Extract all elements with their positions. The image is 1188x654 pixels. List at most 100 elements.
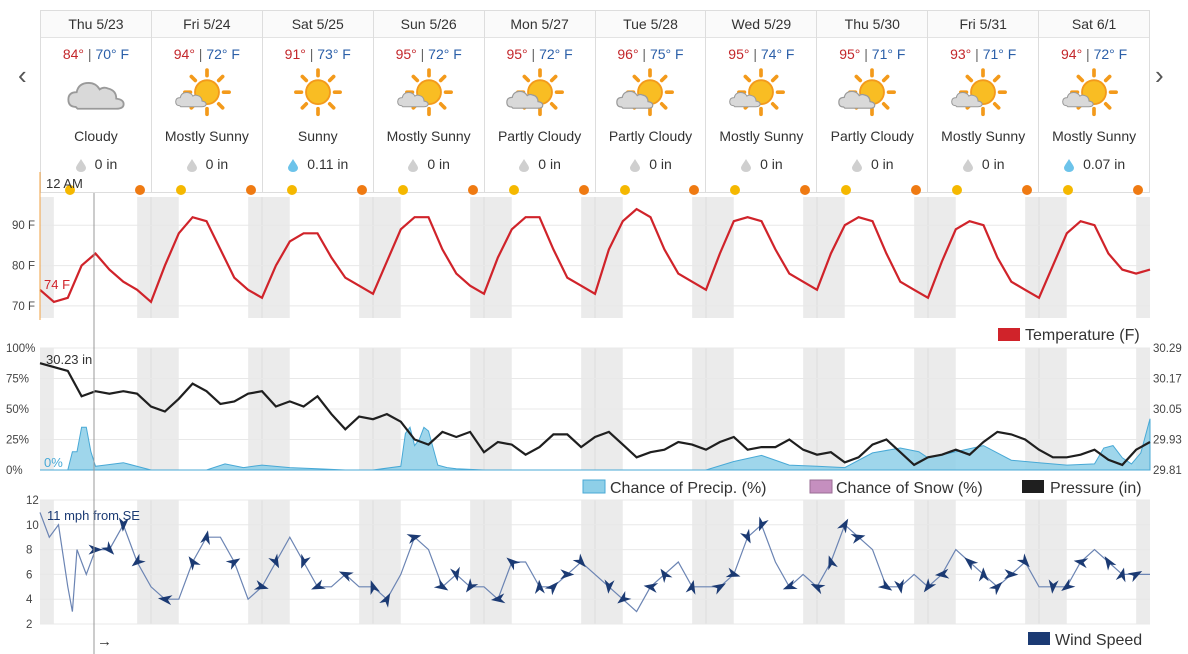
day-tile[interactable]: Sat 5/25 91° | 73° F Sunny 0.11 in [261,10,373,195]
mostly-sunny-icon [175,68,231,117]
day-label: Sun 5/26 [373,11,484,38]
wind-direction-arrow [782,579,798,590]
temp-separator: | [1082,46,1094,62]
high-temp: 94° [173,46,195,62]
sun-moon-markers [1039,184,1149,195]
precip-readout: 0% [44,455,63,470]
sunset-icon [800,185,811,195]
sunset-icon [911,185,922,195]
sunset-icon [1133,185,1144,195]
wind-direction-arrow [1127,571,1143,583]
night-band [581,197,623,318]
raindrop-icon [962,159,973,173]
day-label: Fri 5/31 [928,11,1039,38]
day-tile[interactable]: Thu 5/23 84° | 70° F Cloudy 0 in [40,10,151,195]
night-band [803,197,845,318]
wind-direction-arrow [660,568,673,583]
precip-amount: 0 in [152,156,262,173]
y-tick-label: 50% [6,404,29,416]
mostly-sunny-icon [951,68,1008,117]
y-tick-label: 0% [6,465,23,477]
partly-cloudy-icon [616,68,675,117]
day-tile[interactable]: Thu 5/30 95° | 71° F Partly Cloudy 0 in [816,10,928,195]
temp-separator: | [84,46,96,62]
sun-moon-markers [41,184,151,195]
wind-direction-arrow [837,518,849,534]
wind-direction-arrow [406,534,422,544]
wind-direction-arrow [685,579,696,595]
sunrise-icon [619,185,630,195]
snow-legend-label: Chance of Snow (%) [836,480,983,497]
night-band [40,500,54,624]
precip-amount: 0 in [41,156,151,173]
precip-area [40,418,1151,471]
night-band [1136,197,1150,318]
cursor-time-label: 12 AM [46,176,83,191]
y-tick-label: 25% [6,435,29,447]
y-tick-label: 90 F [12,220,35,232]
day-label: Mon 5/27 [484,11,595,38]
day-tile[interactable]: Sun 5/26 95° | 72° F Mostly Sunny 0 in [372,10,484,195]
low-temp: 71° F [982,46,1017,62]
high-temp: 95° [506,46,528,62]
day-tile[interactable]: Fri 5/24 94° | 72° F Mostly Sunny 0 in [150,10,262,195]
day-label: Sat 6/1 [1039,11,1150,38]
day-temps: 84° | 70° F [41,46,151,62]
wind-direction-arrow [534,579,545,595]
wind-direction-arrow [188,556,201,571]
y2-tick-label: 30.29 [1153,343,1182,355]
low-temp: 72° F [206,46,240,62]
day-tile[interactable]: Tue 5/28 96° | 75° F Partly Cloudy 0 in [594,10,706,195]
sun-moon-markers [596,184,706,195]
wind-direction-arrow [1104,556,1117,571]
condition-text: Mostly Sunny [1052,128,1137,144]
precip-amount: 0.07 in [1039,156,1149,173]
wind-direction-arrow [225,558,241,570]
sunset-icon [245,185,256,195]
precip-value: 0.11 in [307,156,349,172]
day-tile[interactable]: Mon 5/27 95° | 72° F Partly Cloudy 0 in [483,10,595,195]
wind-direction-arrow [100,541,115,555]
previous-days-button[interactable]: ‹ [18,60,27,90]
next-days-button[interactable]: › [1155,60,1164,90]
night-band [359,500,401,624]
low-temp: 72° F [428,46,462,62]
cloud-shape [396,92,429,108]
y-tick-label: 2 [26,619,32,631]
night-band [803,500,845,624]
y-tick-label: 8 [26,545,32,557]
y-tick-label: 10 [26,520,39,532]
temp-separator: | [416,46,429,62]
mostly-sunny-icon [1062,68,1119,117]
wind-direction-arrow [850,534,866,544]
precip-value: 0 in [760,156,783,172]
sunrise-icon [286,185,297,195]
night-band [248,197,290,318]
sun-moon-markers [928,184,1038,195]
wind-legend-label: Wind Speed [1055,632,1142,649]
condition-text: Mostly Sunny [386,128,471,144]
cloud-shape [505,90,543,109]
wind-direction-arrow [978,567,989,582]
sunrise-icon [397,185,408,195]
precip-value: 0 in [427,156,450,172]
precip-value: 0 in [205,156,229,172]
day-tile[interactable]: Fri 5/31 93° | 71° F Mostly Sunny 0 in [927,10,1039,195]
night-band [470,197,512,318]
condition-text: Mostly Sunny [719,128,804,144]
wind-direction-arrow [301,553,311,569]
day-tile[interactable]: Wed 5/29 95° | 74° F Mostly Sunny 0 in [705,10,817,195]
wind-direction-arrow [1048,579,1059,594]
night-band [1025,500,1067,624]
sunset-icon [1022,185,1033,195]
raindrop-icon [408,159,419,173]
wind-direction-arrow [88,544,103,555]
day-tile[interactable]: Sat 6/1 94° | 72° F Mostly Sunny 0.07 in [1038,10,1151,195]
sunrise-icon [952,185,963,195]
mostly-sunny-icon [396,68,453,117]
day-temps: 95° | 74° F [706,46,816,62]
precip-legend-label: Chance of Precip. (%) [610,480,767,497]
wind-direction-arrow [725,567,741,578]
wind-legend-swatch [1028,632,1050,645]
night-band [248,500,290,624]
